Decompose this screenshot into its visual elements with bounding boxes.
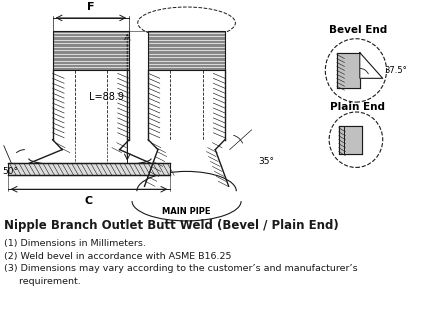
Text: Nipple Branch Outlet Butt Weld (Bevel / Plain End): Nipple Branch Outlet Butt Weld (Bevel / … (4, 219, 339, 232)
Text: L=88.9: L=88.9 (89, 92, 124, 102)
Bar (8, 163, 170, 175)
Text: C: C (85, 196, 93, 206)
Polygon shape (339, 126, 362, 154)
Bar (148, 31, 225, 70)
Text: (1) Dimensions in Millimeters.: (1) Dimensions in Millimeters. (4, 239, 146, 248)
Polygon shape (337, 53, 360, 88)
Bar (53, 31, 129, 70)
Text: F: F (87, 2, 95, 12)
Text: (3) Dimensions may vary according to the customer’s and manufacturer’s: (3) Dimensions may vary according to the… (4, 264, 358, 274)
Text: MAIN PIPE: MAIN PIPE (162, 207, 211, 216)
Text: Plain End: Plain End (330, 102, 385, 112)
Text: 50°: 50° (2, 167, 18, 176)
Text: requirement.: requirement. (4, 277, 81, 286)
Text: 37.5°: 37.5° (385, 66, 407, 75)
Text: Bevel End: Bevel End (329, 25, 387, 35)
Polygon shape (360, 53, 383, 78)
Text: 35°: 35° (259, 157, 274, 166)
Text: (2) Weld bevel in accordance with ASME B16.25: (2) Weld bevel in accordance with ASME B… (4, 252, 232, 261)
